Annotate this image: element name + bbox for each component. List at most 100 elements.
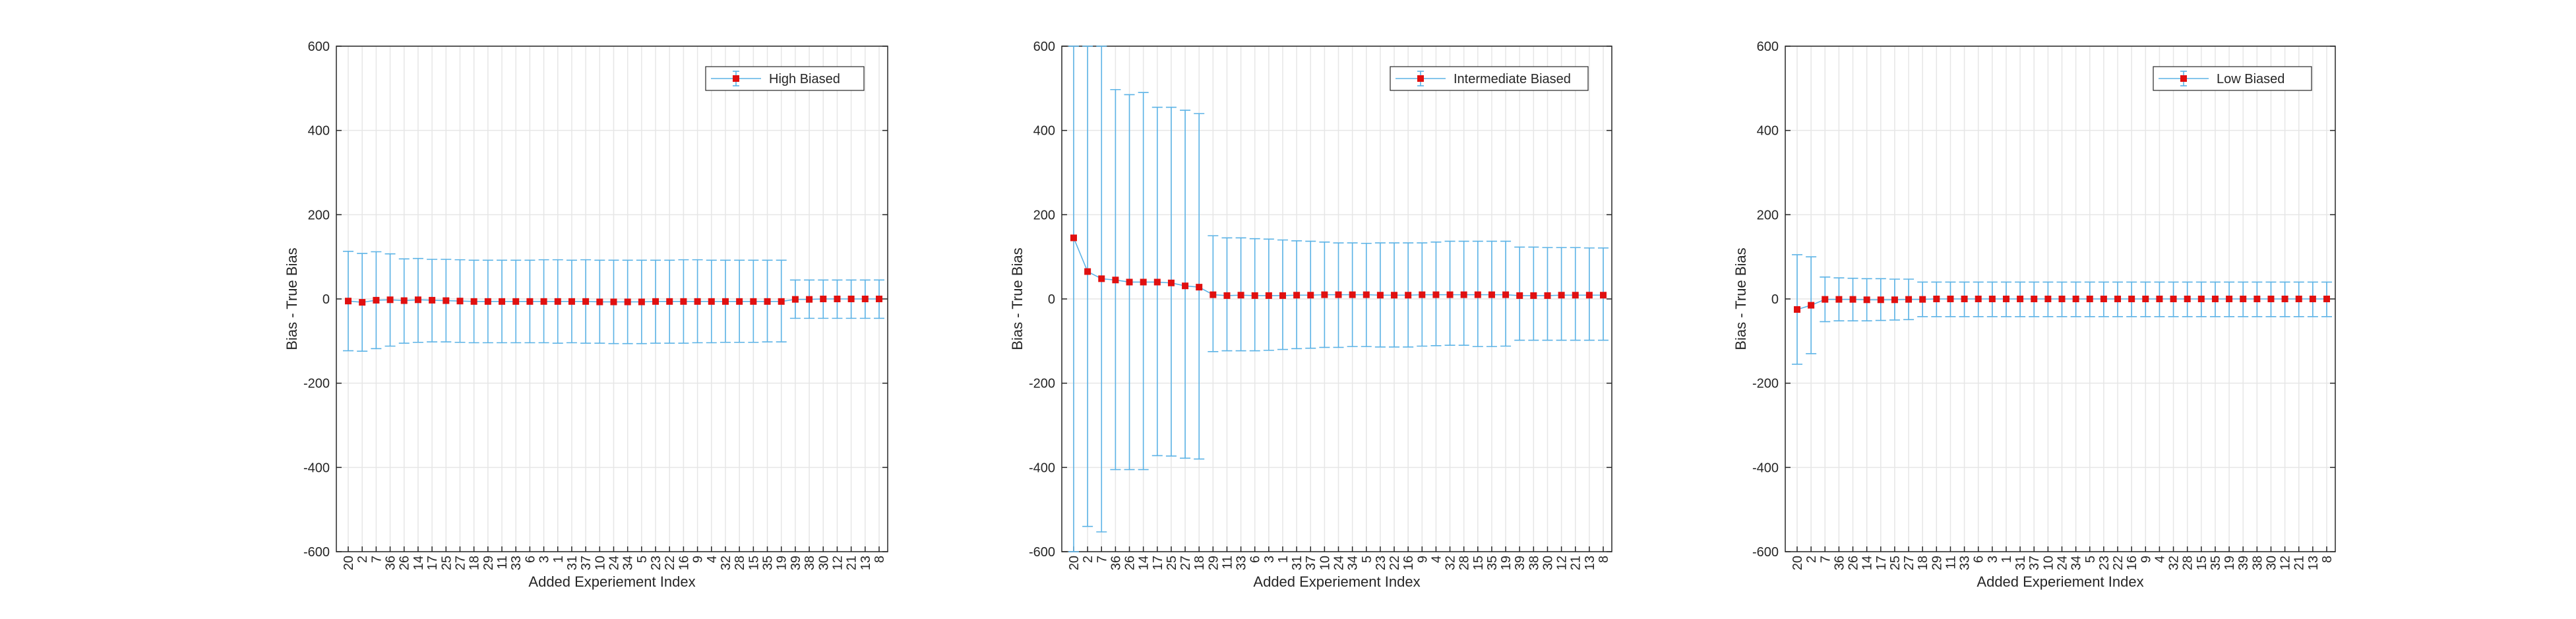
y-tick-label: 400	[308, 124, 330, 139]
y-tick-label: 600	[1757, 40, 1779, 54]
x-tick-label: 20	[342, 556, 356, 570]
data-point	[1223, 292, 1231, 299]
x-tick-label: 2	[1804, 556, 1819, 563]
x-tick-label: 24	[607, 556, 622, 570]
data-point	[540, 298, 547, 305]
y-tick-label: 0	[1771, 292, 1779, 307]
data-point	[1376, 292, 1384, 299]
data-point	[359, 299, 366, 306]
data-point	[1432, 291, 1440, 298]
data-point	[694, 298, 701, 305]
legend: Low Biased	[2153, 66, 2312, 91]
x-tick-label: 5	[635, 556, 650, 563]
data-point	[1293, 292, 1301, 299]
y-tick-label: 400	[1033, 124, 1055, 139]
x-tick-label: 39	[789, 556, 803, 570]
data-point	[1251, 292, 1258, 299]
data-point	[2031, 296, 2038, 302]
data-point	[708, 298, 715, 305]
x-axis-label: Added Experiement Index	[1977, 573, 2143, 590]
x-tick-label: 4	[705, 556, 720, 563]
series-0	[1068, 46, 1609, 552]
legend-label: High Biased	[769, 72, 840, 86]
x-tick-label: 11	[1220, 556, 1235, 570]
x-tick-label: 17	[1151, 556, 1165, 570]
x-tick-label: 6	[1248, 556, 1263, 563]
data-point	[2281, 296, 2288, 302]
x-tick-label: 18	[1916, 556, 1930, 570]
data-point	[2086, 296, 2093, 302]
data-point	[1153, 278, 1161, 286]
x-tick-label: 8	[2320, 556, 2335, 563]
data-point	[568, 298, 575, 305]
x-tick-label: 26	[398, 556, 412, 570]
series-0	[1792, 254, 2332, 365]
x-tick-label: 31	[565, 556, 580, 570]
x-tick-label: 31	[1290, 556, 1304, 570]
y-tick-label: -400	[1029, 461, 1055, 475]
y-tick-label: 200	[1757, 208, 1779, 222]
data-point	[2240, 296, 2247, 302]
y-tick-label: -200	[303, 377, 330, 391]
x-tick-label: 32	[2167, 556, 2182, 570]
data-point	[1891, 296, 1898, 304]
data-point	[1808, 302, 1815, 309]
x-tick-label: 1	[2000, 556, 2014, 563]
x-tick-label: 1	[1276, 556, 1291, 563]
x-tick-label: 25	[1165, 556, 1179, 570]
data-point	[820, 296, 827, 302]
data-point	[373, 296, 380, 304]
x-tick-label: 23	[649, 556, 663, 570]
data-point	[429, 296, 436, 304]
x-tick-label: 7	[1095, 556, 1109, 563]
data-point	[1126, 278, 1133, 286]
x-tick-label: 27	[1902, 556, 1917, 570]
data-point	[861, 296, 869, 302]
data-point	[1877, 296, 1884, 304]
data-point	[2044, 296, 2052, 302]
data-point	[638, 298, 645, 306]
data-point	[1516, 292, 1523, 299]
x-tick-label: 9	[2139, 556, 2153, 563]
data-point	[847, 296, 855, 302]
data-point	[1405, 292, 1412, 299]
data-point	[1488, 291, 1495, 298]
x-tick-label: 29	[481, 556, 496, 570]
data-point	[806, 296, 813, 303]
x-tick-label: 22	[2111, 556, 2126, 570]
x-tick-label: 25	[439, 556, 454, 570]
x-tick-label: 37	[579, 556, 594, 570]
data-point	[1933, 296, 1940, 302]
y-axis-label: Bias - True Bias	[284, 247, 300, 350]
x-tick-label: 38	[803, 556, 817, 570]
x-tick-label: 1	[551, 556, 566, 563]
data-point	[1988, 296, 1996, 302]
data-point	[1167, 279, 1175, 286]
series-0	[343, 251, 884, 352]
data-point	[526, 298, 534, 305]
data-point	[2295, 296, 2302, 302]
x-tick-label: 35	[761, 556, 776, 570]
y-tick-label: 0	[1048, 292, 1055, 307]
x-tick-label: 4	[2153, 556, 2167, 563]
x-tick-label: 36	[384, 556, 398, 570]
x-tick-label: 20	[1067, 556, 1082, 570]
x-tick-label: 21	[2292, 556, 2307, 570]
y-tick-label: 0	[322, 292, 330, 307]
data-point	[750, 298, 757, 305]
x-axis-label: Added Experiement Index	[1253, 573, 1420, 590]
data-point	[1794, 306, 1800, 313]
x-tick-label: 33	[1235, 556, 1249, 570]
x-tick-label: 2	[1081, 556, 1095, 563]
y-tick-label: -400	[1752, 461, 1779, 475]
data-point	[1863, 296, 1870, 304]
x-tick-label: 11	[1944, 556, 1958, 570]
data-point	[721, 298, 729, 305]
data-point	[610, 298, 617, 306]
data-point	[1363, 291, 1370, 298]
data-point	[470, 298, 477, 305]
x-tick-label: 17	[1874, 556, 1889, 570]
x-tick-label: 10	[1318, 556, 1332, 570]
x-tick-label: 15	[2195, 556, 2209, 570]
